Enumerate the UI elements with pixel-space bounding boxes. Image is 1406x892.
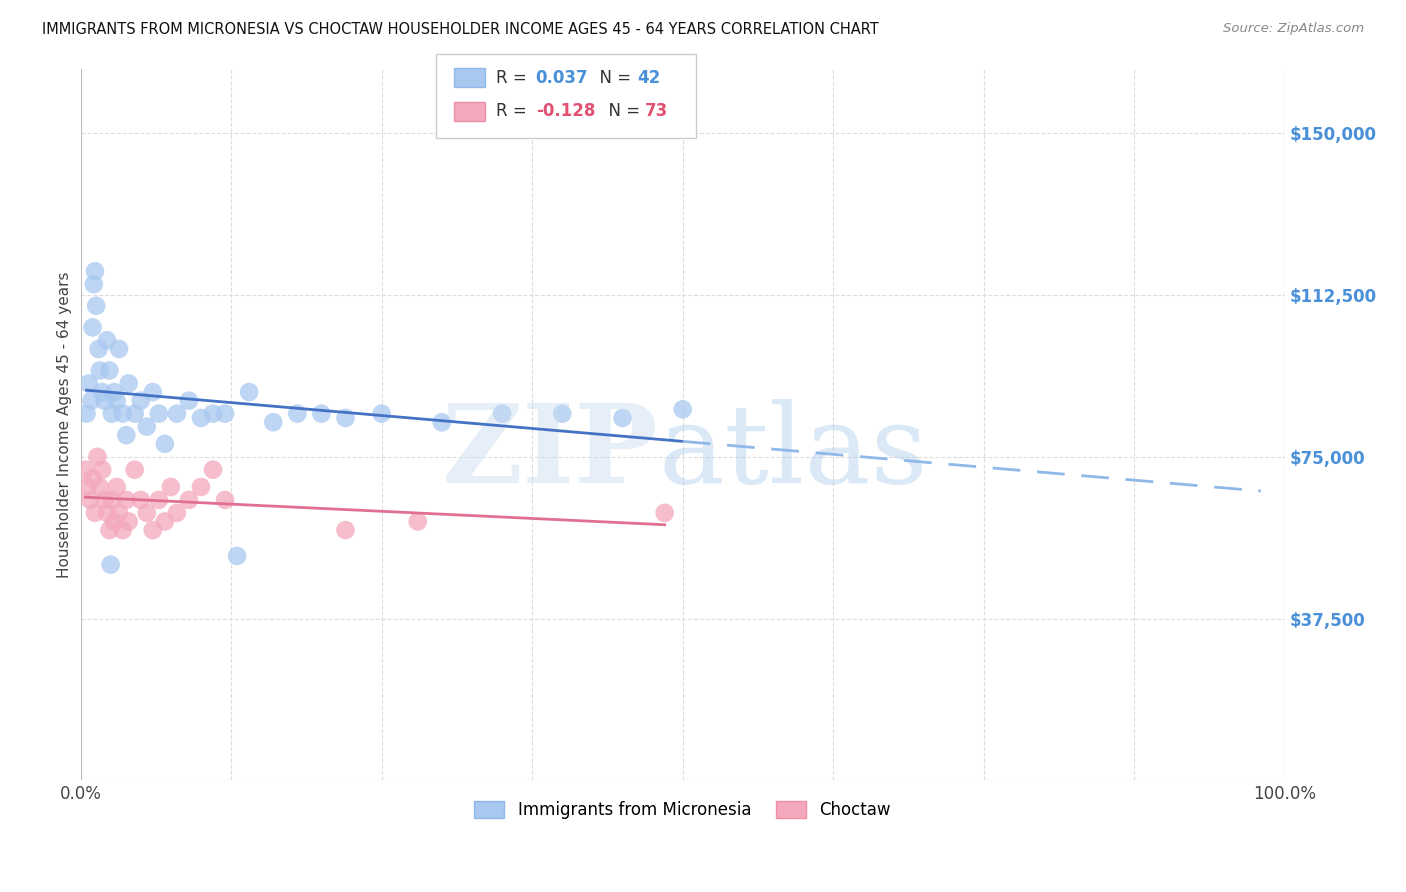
Point <box>214 407 236 421</box>
Point <box>129 492 152 507</box>
Point <box>551 407 574 421</box>
Point <box>285 407 308 421</box>
Legend: Immigrants from Micronesia, Choctaw: Immigrants from Micronesia, Choctaw <box>468 794 898 825</box>
Point <box>142 523 165 537</box>
Point <box>201 407 224 421</box>
Point <box>129 393 152 408</box>
Point <box>82 471 104 485</box>
Point <box>93 393 115 408</box>
Text: R =: R = <box>496 103 533 120</box>
Point <box>82 320 104 334</box>
Text: 0.037: 0.037 <box>536 69 588 87</box>
Point <box>491 407 513 421</box>
Point <box>89 480 111 494</box>
Text: N =: N = <box>598 103 645 120</box>
Point <box>115 428 138 442</box>
Point <box>124 463 146 477</box>
Point <box>83 277 105 292</box>
Point <box>91 385 114 400</box>
Point <box>153 437 176 451</box>
Point <box>108 506 131 520</box>
Point <box>135 419 157 434</box>
Point <box>177 492 200 507</box>
Point <box>335 411 357 425</box>
Point <box>124 407 146 421</box>
Text: N =: N = <box>589 69 637 87</box>
Point <box>201 463 224 477</box>
Point <box>115 492 138 507</box>
Point <box>89 363 111 377</box>
Point <box>101 492 124 507</box>
Point <box>84 299 107 313</box>
Point <box>100 558 122 572</box>
Point <box>118 376 141 391</box>
Point <box>77 376 100 391</box>
Text: R =: R = <box>496 69 533 87</box>
Text: -0.128: -0.128 <box>536 103 595 120</box>
Point <box>84 506 107 520</box>
Y-axis label: Householder Income Ages 45 - 64 years: Householder Income Ages 45 - 64 years <box>58 271 72 578</box>
Text: ZIP: ZIP <box>441 400 658 507</box>
Point <box>108 342 131 356</box>
Text: atlas: atlas <box>658 400 928 507</box>
Point <box>86 450 108 464</box>
Point <box>118 515 141 529</box>
Point <box>262 415 284 429</box>
Point <box>430 415 453 429</box>
Point <box>190 480 212 494</box>
Point <box>311 407 333 421</box>
Point <box>177 393 200 408</box>
Point <box>76 407 98 421</box>
Point <box>190 411 212 425</box>
Point <box>80 393 103 408</box>
Text: IMMIGRANTS FROM MICRONESIA VS CHOCTAW HOUSEHOLDER INCOME AGES 45 - 64 YEARS CORR: IMMIGRANTS FROM MICRONESIA VS CHOCTAW HO… <box>42 22 879 37</box>
Point <box>76 480 98 494</box>
Point <box>153 515 176 529</box>
Point <box>84 264 107 278</box>
Point <box>98 363 121 377</box>
Point <box>135 506 157 520</box>
Point <box>111 407 134 421</box>
Point <box>166 407 188 421</box>
Point <box>214 492 236 507</box>
Point <box>96 333 118 347</box>
Point <box>98 523 121 537</box>
Text: 73: 73 <box>645 103 669 120</box>
Point <box>87 342 110 356</box>
Point <box>335 523 357 537</box>
Point <box>105 480 128 494</box>
Point <box>238 385 260 400</box>
Point <box>370 407 392 421</box>
Point <box>91 463 114 477</box>
Point <box>148 407 170 421</box>
Point <box>148 492 170 507</box>
Point <box>93 492 115 507</box>
Text: Source: ZipAtlas.com: Source: ZipAtlas.com <box>1223 22 1364 36</box>
Point <box>96 506 118 520</box>
Point <box>79 492 101 507</box>
Point <box>101 407 124 421</box>
Point <box>166 506 188 520</box>
Point <box>75 463 97 477</box>
Point <box>672 402 695 417</box>
Point <box>103 385 125 400</box>
Point <box>160 480 183 494</box>
Point <box>406 515 429 529</box>
Point <box>612 411 634 425</box>
Point <box>142 385 165 400</box>
Point <box>105 393 128 408</box>
Point <box>226 549 249 563</box>
Point <box>103 515 125 529</box>
Text: 42: 42 <box>637 69 661 87</box>
Point <box>654 506 676 520</box>
Point <box>111 523 134 537</box>
